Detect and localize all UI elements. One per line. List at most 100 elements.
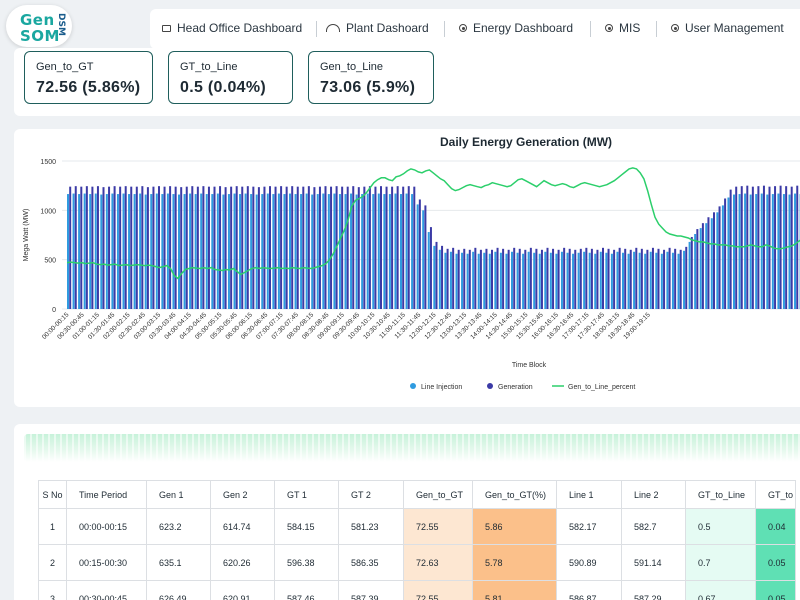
bar-line-injection [760,193,763,309]
nav-label: Energy Dashboard [473,21,574,35]
bar-generation [241,186,244,309]
bar-generation [585,247,588,309]
table-row[interactable]: 3 00:30-00:45 626.49 620.91 587.46 587.3… [38,580,796,600]
col-header-gen-to-gt[interactable]: Gen_to_GT [403,480,473,509]
bar-line-injection [566,252,569,309]
bar-generation [252,186,255,309]
logo-text-gen: Gen [20,11,55,29]
card-value: 73.06 (5.9%) [320,79,416,96]
bar-generation [640,248,643,309]
bar-generation [746,185,749,309]
col-header-sno[interactable]: S No [38,480,67,509]
bar-generation [119,186,122,309]
bar-line-injection [311,194,314,309]
bar-line-injection [438,249,441,309]
col-header-gt-to-pct[interactable]: GT_to [755,480,796,509]
bar-generation [402,186,405,309]
bar-generation [513,247,516,309]
bar-line-injection [161,194,164,309]
bar-line-injection [549,252,552,309]
app-logo[interactable]: Gen SOM DSM [6,5,72,47]
circle-dot-icon [605,24,613,32]
bar-line-injection [694,234,697,309]
bar-line-injection [655,252,658,309]
bar-line-injection [721,205,724,309]
bar-generation [380,186,382,309]
bar-generation [108,186,111,309]
bar-generation [207,186,210,309]
table-row[interactable]: 2 00:15-00:30 635.1 620.26 596.38 586.35… [38,544,796,581]
bar-line-injection [233,193,236,309]
y-tick-label: 0 [52,307,56,314]
daily-energy-chart: Daily Energy Generation (MW) 0 500 1000 1500… [23,135,800,391]
bar-generation [246,186,249,309]
col-header-gen-to-gt-pct[interactable]: Gen_to_GT(%) [472,480,557,509]
bar-line-injection [505,253,508,309]
nav-user-management[interactable]: User Management [671,21,784,35]
bar-line-injection [327,194,330,309]
bar-generation [163,186,166,309]
bar-generation [213,186,216,309]
col-header-line1[interactable]: Line 1 [556,480,622,509]
cell-gen-to-gt-pct: 5.78 [472,544,557,581]
cell-sno: 3 [38,580,67,600]
bar-line-injection [427,232,430,309]
bar-line-injection [83,193,86,309]
col-header-gt2[interactable]: GT 2 [338,480,404,509]
bar-generation [679,249,682,309]
cell-gen1: 626.49 [146,580,211,600]
nav-energy-dashboard[interactable]: Energy Dashboard [459,21,573,35]
legend-marker-generation [487,383,493,389]
nav-plant-dashboard[interactable]: Plant Dashoard [326,21,429,35]
bar-line-injection [555,253,558,309]
bar-generation [96,186,99,309]
bar-generation [507,249,510,309]
bar-line-injection [172,194,175,309]
bar-generation [657,248,660,309]
cell-gen-to-gt-pct: 5.86 [472,508,557,545]
col-header-gen1[interactable]: Gen 1 [146,480,211,509]
bar-line-injection [560,251,563,309]
nav-head-office-dashboard[interactable]: Head Office Dashboard [162,21,302,35]
legend-label-line-injection: Line Injection [421,384,462,391]
nav-mis[interactable]: MIS [605,21,640,35]
bar-generation [69,186,72,309]
bar-line-injection [533,252,536,309]
col-header-gt-to-line[interactable]: GT_to_Line [685,480,756,509]
bar-line-injection [322,193,325,309]
cell-gt-to-pct: 0.05 [755,544,796,581]
legend-label-gen-to-line: Gen_to_Line_percent [568,384,635,391]
bar-generation [751,186,754,309]
bar-generation [435,241,438,309]
cell-line1: 590.89 [556,544,622,581]
bar-line-injection [538,253,541,309]
col-header-time-period[interactable]: Time Period [66,480,147,509]
bar-line-injection [388,194,391,309]
col-header-gen2[interactable]: Gen 2 [210,480,275,509]
nav-label: MIS [619,21,641,35]
bar-line-injection [771,194,774,309]
bar-line-injection [205,194,208,309]
bar-line-injection [338,194,341,309]
bar-line-injection [588,252,591,309]
bar-generation [124,186,127,309]
bar-generation [735,186,738,309]
col-header-line2[interactable]: Line 2 [621,480,686,509]
cell-gt-to-pct: 0.05 [755,580,796,600]
cell-gen-to-gt: 72.55 [403,508,473,545]
cell-gt1: 596.38 [274,544,339,581]
bar-generation [535,248,538,309]
bar-generation [724,198,727,309]
bar-generation [518,248,521,309]
bar-generation [457,249,460,309]
bar-line-injection [422,210,425,309]
bar-line-injection [405,193,408,309]
bar-generation [80,186,83,309]
legend-marker-line-injection [410,383,416,389]
bar-generation [479,249,482,309]
col-header-gt1[interactable]: GT 1 [274,480,339,509]
table-row[interactable]: 1 00:00-00:15 623.2 614.74 584.15 581.23… [38,508,796,545]
bar-generation [446,248,449,309]
bar-generation [546,247,549,309]
bar-line-injection [227,194,230,309]
